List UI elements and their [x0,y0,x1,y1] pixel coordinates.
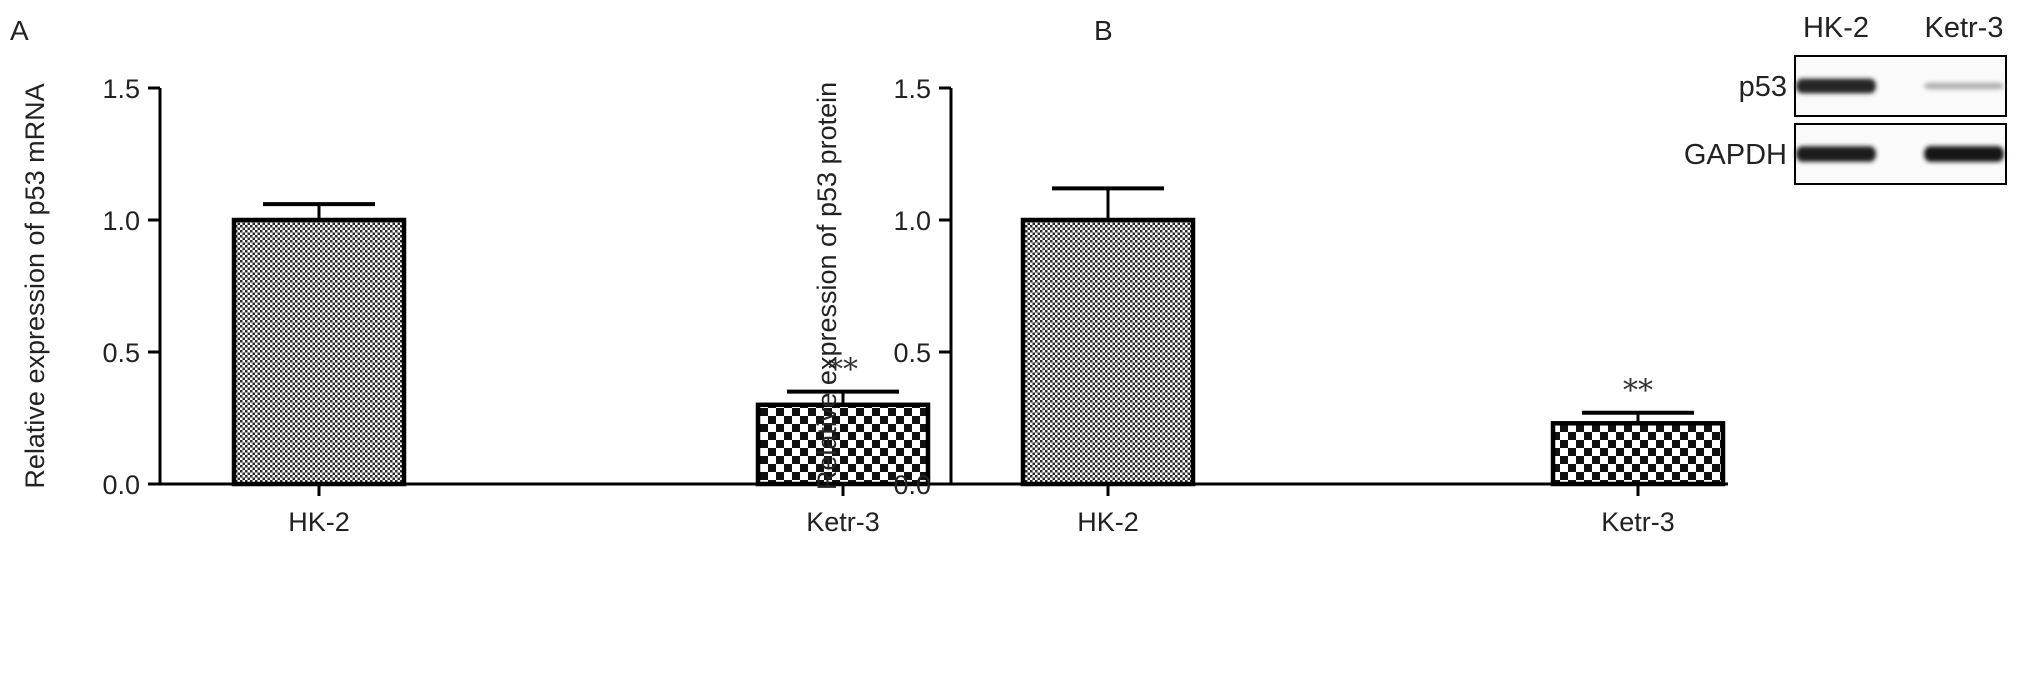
x-tick-label: HK-2 [1077,507,1139,537]
western-blot-inset: HK-2 Ketr-3 p53 GAPDH [1684,12,2007,185]
blot-band [1796,78,1876,94]
x-tick-label: Ketr-3 [1601,507,1675,537]
y-axis-title: Relative expression of p53 mRNA [20,83,50,488]
y-tick-label: 0.5 [102,338,140,368]
bar-hk-2 [231,217,407,487]
blot-row-label: GAPDH [1684,139,1787,171]
y-axis-title: Relative expression of p53 protein [812,82,842,490]
significance-marker: ** [1623,374,1653,409]
x-tick-label: HK-2 [288,507,350,537]
y-tick-label: 1.0 [893,206,931,236]
blot-column-label: HK-2 [1803,12,1869,44]
panel-a-chart: 0.0 0.5 1.0 1.5 Relative expression of p53 m… [20,74,942,537]
y-tick-label: 0.0 [893,470,931,500]
x-tick-label: Ketr-3 [806,507,880,537]
panel-letter-a: A [10,15,29,46]
y-tick-label: 1.5 [893,74,931,104]
y-tick-label: 0.0 [102,470,140,500]
blot-row-label: p53 [1739,71,1787,103]
blot-column-label: Ketr-3 [1925,12,2004,44]
bar-ketr-3 [755,402,931,487]
blot-band [1924,146,2004,162]
y-tick-label: 1.0 [102,206,140,236]
panel-letter-b: B [1094,15,1113,46]
panel-b-chart: 0.0 0.5 1.0 1.5 Relative expression of p53 p… [812,74,1728,537]
bar-ketr-3 [1550,421,1726,487]
blot-band [1924,82,2004,90]
significance-marker: ** [828,353,858,388]
y-tick-label: 0.5 [893,338,931,368]
bar-hk-2 [1020,217,1196,487]
y-tick-label: 1.5 [102,74,140,104]
blot-band [1796,146,1876,162]
